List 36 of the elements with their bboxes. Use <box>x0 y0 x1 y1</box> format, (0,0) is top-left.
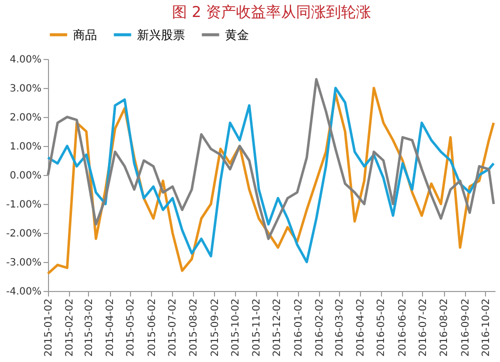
x-tick-label: 2016-07-02 <box>418 298 429 357</box>
x-tick-label: 2016-06-02 <box>397 298 408 357</box>
legend-label: 商品 <box>73 28 97 42</box>
y-tick-label: 4.00% <box>10 54 42 66</box>
y-tick-label: -4.00% <box>6 286 42 298</box>
x-tick-label: 2015-12-02 <box>272 298 284 357</box>
y-tick-label: -2.00% <box>6 228 42 240</box>
x-tick-label: 2015-10-02 <box>230 298 242 357</box>
y-tick-label: 3.00% <box>10 84 42 94</box>
x-tick-label: 2015-01-02 <box>44 298 54 357</box>
x-tick-label: 2016-09-02 <box>460 298 472 357</box>
x-tick-label: 2016-01-02 <box>293 298 304 357</box>
line-series <box>46 78 495 240</box>
x-tick-label: 2015-05-02 <box>126 298 137 357</box>
x-tick-label: 2016-10-02 <box>480 298 492 357</box>
x-tick-label: 2015-03-02 <box>84 298 95 357</box>
y-tick-label: 2.00% <box>10 112 42 124</box>
x-tick-label: 2015-02-02 <box>64 298 76 357</box>
x-tick-label: 2016-03-02 <box>334 298 346 357</box>
y-tick-label: -1.00% <box>6 200 42 210</box>
x-tick-label: 2016-08-02 <box>439 298 450 357</box>
y-tick-label: 1.00% <box>10 142 42 152</box>
x-tick-label: 2015-06-02 <box>146 298 158 357</box>
x-tick-label: 2015-11-02 <box>252 298 263 357</box>
y-tick-label: -3.00% <box>6 258 42 268</box>
x-tick-label: 2015-04-02 <box>105 298 116 357</box>
x-tick-label: 2016-02-02 <box>314 298 326 357</box>
legend-label: 黄金 <box>225 28 249 42</box>
x-tick-label: 2015-07-02 <box>167 298 178 357</box>
x-tick-label: 2015-08-02 <box>188 298 200 357</box>
x-tick-label: 2016-04-02 <box>356 298 367 357</box>
legend-label: 新兴股票 <box>137 28 185 42</box>
chart-title: 图 2 资产收益率从同涨到轮涨 <box>172 3 372 21</box>
x-tick-label: 2016-05-02 <box>376 298 388 357</box>
x-tick-label: 2015-09-02 <box>210 298 221 357</box>
y-tick-label: 0.00% <box>10 170 42 182</box>
